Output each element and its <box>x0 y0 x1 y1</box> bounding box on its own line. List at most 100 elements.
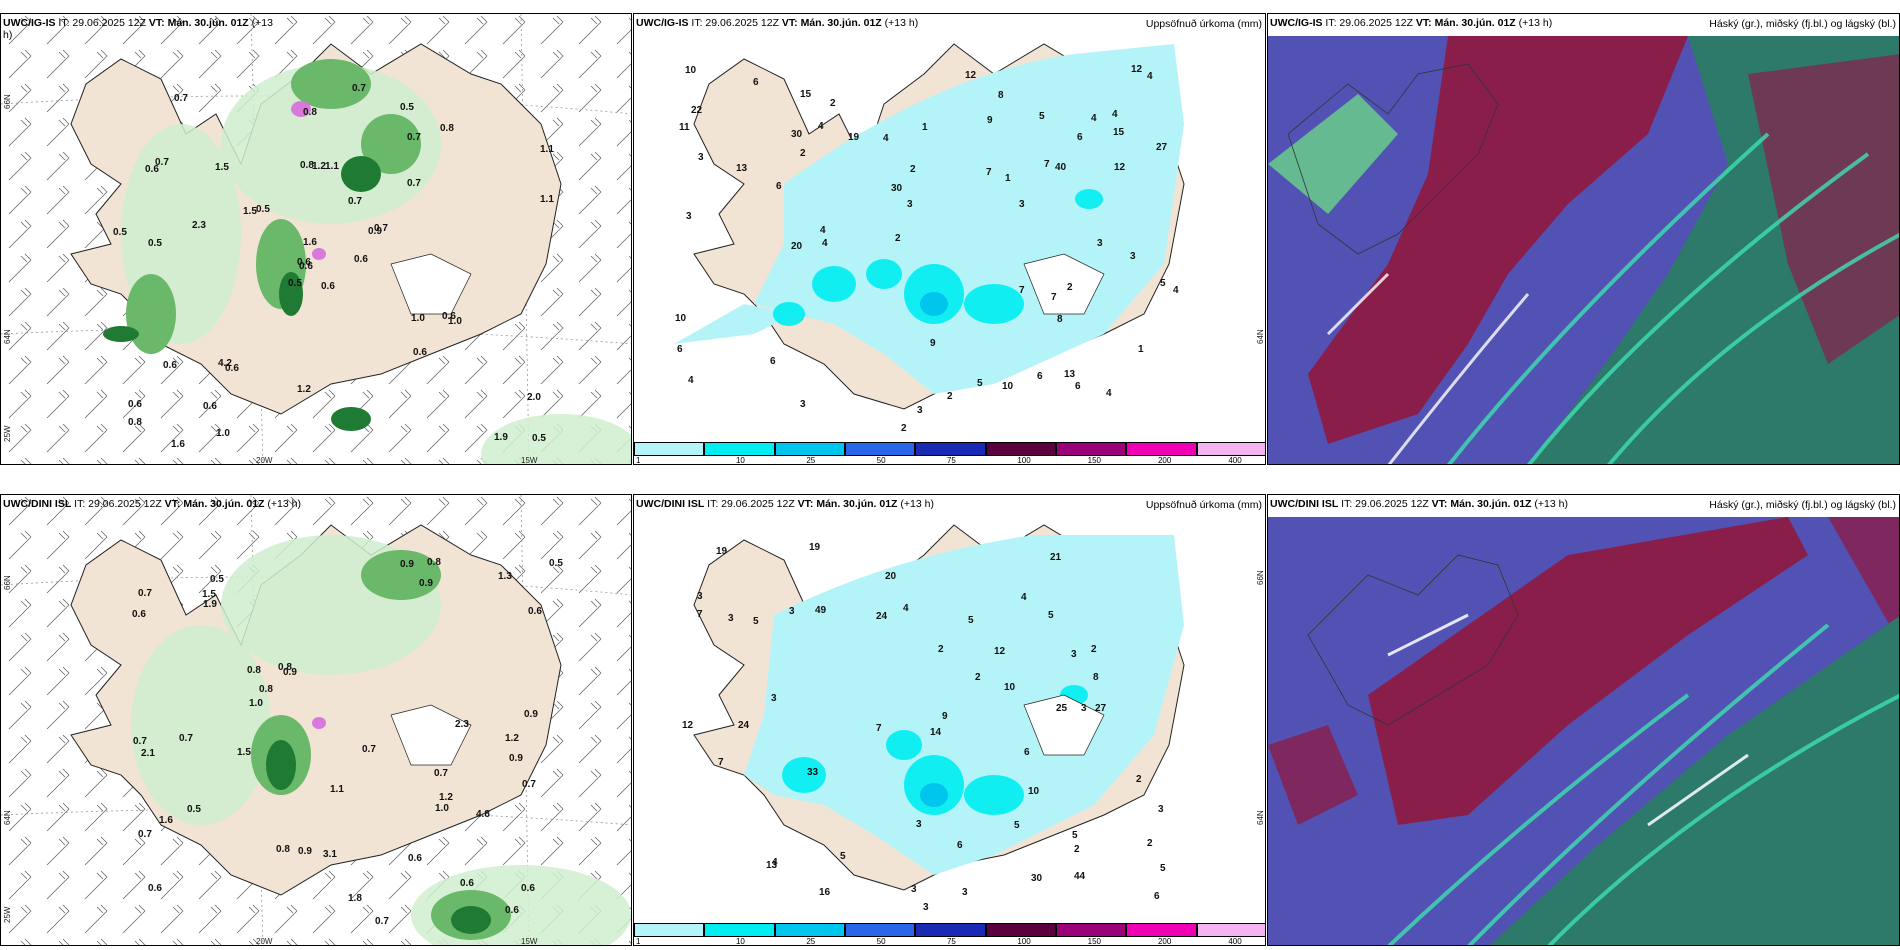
map-value-label: 1.5 <box>243 206 257 217</box>
colorbar-tick-label: 10 <box>735 456 745 465</box>
map-value-label: 4 <box>818 121 824 132</box>
map-value-label: 0.6 <box>505 905 519 916</box>
map-value-label: 3 <box>962 887 968 898</box>
colorbar-swatch <box>1196 923 1265 937</box>
map-value-label: 7 <box>697 609 703 620</box>
colorbar-tick-label: 25 <box>806 937 816 946</box>
map-value-label: 9 <box>987 115 993 126</box>
map-value-label: 2 <box>975 672 981 683</box>
map-value-label: 0.7 <box>362 744 376 755</box>
map-value-label: 1.6 <box>171 439 185 450</box>
lat-label: 64N <box>3 329 12 344</box>
map-value-label: 1 <box>1005 173 1011 184</box>
panel-dini-precip: UWC/DINI ISL IT: 29.06.2025 12Z VT: Mán.… <box>633 494 1266 946</box>
map-value-label: 20 <box>885 571 897 582</box>
map-value-label: 7 <box>1044 159 1050 170</box>
map-value-label: 2 <box>1091 644 1097 655</box>
map-value-label: 3 <box>698 152 704 163</box>
map-value-label: 2 <box>947 391 953 402</box>
map-value-label: 0.6 <box>408 853 422 864</box>
map-value-label: 13 <box>766 860 778 871</box>
map-value-label: 3 <box>697 591 703 602</box>
map-value-label: 3 <box>911 884 917 895</box>
map-value-label: 0.6 <box>521 883 535 894</box>
map-value-label: 1.1 <box>540 194 554 205</box>
map-value-label: 2 <box>1147 838 1153 849</box>
map-value-label: 2 <box>1067 282 1073 293</box>
map-value-label: 0.7 <box>155 157 169 168</box>
map-value-label: 0.5 <box>210 574 224 585</box>
colorbar-swatch <box>845 923 916 937</box>
colorbar-swatch <box>1056 923 1127 937</box>
map-value-label: 1.5 <box>237 747 251 758</box>
map-value-label: 1 <box>1138 344 1144 355</box>
map-value-label: 3 <box>771 693 777 704</box>
map-value-label: 8 <box>1057 314 1063 325</box>
map-value-label: 0.9 <box>283 667 297 678</box>
map-value-label: 0.7 <box>434 768 448 779</box>
map-value-label: 24 <box>738 720 750 731</box>
map-value-label: 15 <box>800 89 812 100</box>
map-value-label: 6 <box>753 77 759 88</box>
map-value-label: 5 <box>1048 610 1054 621</box>
map-value-label: 3 <box>1071 649 1077 660</box>
panel-header: UWC/DINI ISL IT: 29.06.2025 12Z VT: Mán.… <box>636 498 1262 511</box>
panel-ig-cloud: UWC/IG-IS IT: 29.06.2025 12Z VT: Mán. 30… <box>1267 13 1900 465</box>
map-value-label: 13 <box>736 163 748 174</box>
map-value-label: 0.8 <box>247 665 261 676</box>
map-value-label: 2.1 <box>141 748 155 759</box>
cloud-map-ig <box>1268 36 1899 464</box>
map-value-label: 3 <box>1158 804 1164 815</box>
map-value-label: 49 <box>815 605 827 616</box>
map-value-label: 9 <box>930 338 936 349</box>
map-value-label: 8 <box>998 90 1004 101</box>
map-value-label: 3 <box>916 819 922 830</box>
map-value-label: 2 <box>1136 774 1142 785</box>
map-value-label: 0.5 <box>187 804 201 815</box>
colorbar-tick-label: 25 <box>806 456 816 465</box>
map-value-label: 22 <box>691 105 703 116</box>
colorbar-tick-label: 1 <box>636 456 641 465</box>
map-value-label: 19 <box>716 546 728 557</box>
colorbar-tick-label: 150 <box>1087 937 1101 946</box>
panel-header: UWC/IG-IS IT: 29.06.2025 12Z VT: Mán. 30… <box>1268 14 1899 36</box>
map-value-label: 4 <box>820 225 826 236</box>
map-value-label: 12 <box>1114 162 1126 173</box>
map-value-label: 4 <box>1091 113 1097 124</box>
colorbar-swatch <box>915 442 986 456</box>
map-value-label: 4 <box>1106 388 1112 399</box>
map-value-label: 24 <box>876 611 888 622</box>
colorbar-tick-label: 100 <box>1017 456 1031 465</box>
map-value-label: 0.9 <box>368 226 382 237</box>
map-value-label: 5 <box>840 851 846 862</box>
map-value-label: 4 <box>1173 285 1179 296</box>
map-value-label: 1 <box>922 122 928 133</box>
map-value-label: 0.7 <box>352 83 366 94</box>
colorbar-tick-label: 1 <box>636 937 641 946</box>
map-value-label: 3 <box>917 405 923 416</box>
map-value-label: 1.6 <box>159 815 173 826</box>
colorbar-swatch <box>774 923 845 937</box>
map-value-label: 0.5 <box>256 204 270 215</box>
map-value-label: 14 <box>930 727 942 738</box>
colorbar-swatch <box>1126 923 1197 937</box>
map-value-label: 0.9 <box>524 709 538 720</box>
map-value-label: 1.5 <box>202 589 216 600</box>
map-value-label: 0.5 <box>288 278 302 289</box>
map-value-label: 2.3 <box>455 719 469 730</box>
map-value-label: 1.2 <box>505 733 519 744</box>
map-value-label: 27 <box>1156 142 1168 153</box>
colorbar-tick-label: 200 <box>1157 456 1172 465</box>
map-value-label: 19 <box>809 542 821 553</box>
colorbar-tick-label: 50 <box>876 456 886 465</box>
map-value-label: 4 <box>1147 71 1153 82</box>
colorbar-tick-label: 100 <box>1017 937 1031 946</box>
map-value-label: 1.5 <box>215 162 229 173</box>
map-value-label: 7 <box>718 757 724 768</box>
map-value-label: 4 <box>822 238 828 249</box>
map-value-label: 5 <box>1072 830 1078 841</box>
colorbar-swatch <box>634 442 705 456</box>
map-value-label: 1.0 <box>435 803 449 814</box>
map-value-label: 5 <box>977 378 983 389</box>
map-value-label: 5 <box>753 616 759 627</box>
